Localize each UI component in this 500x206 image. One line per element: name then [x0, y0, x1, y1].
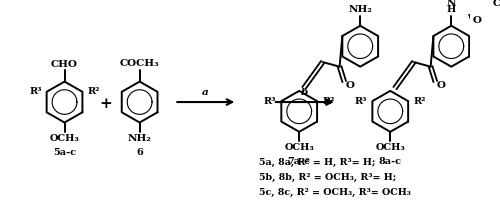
Text: R³: R³	[355, 97, 368, 106]
Text: NH₂: NH₂	[128, 134, 152, 143]
Text: 6: 6	[136, 148, 143, 157]
Text: OCH₃: OCH₃	[284, 143, 314, 152]
Text: 5a, 8a, R² = H, R³= H;: 5a, 8a, R² = H, R³= H;	[259, 158, 375, 167]
Text: NH₂: NH₂	[348, 5, 372, 14]
Text: R³: R³	[264, 97, 276, 106]
Text: 7a-c: 7a-c	[288, 157, 310, 166]
Text: OCH₃: OCH₃	[376, 143, 405, 152]
Text: COCH₃: COCH₃	[120, 59, 160, 68]
Text: CHO: CHO	[51, 60, 78, 69]
Text: 8a-c: 8a-c	[379, 157, 402, 166]
Text: O: O	[473, 16, 482, 25]
Text: a: a	[202, 88, 208, 97]
Text: R³: R³	[29, 87, 42, 96]
Text: R²: R²	[88, 87, 100, 96]
Text: O: O	[436, 81, 446, 90]
Text: H: H	[446, 5, 456, 14]
Text: R²: R²	[413, 97, 426, 106]
Text: b: b	[301, 88, 308, 97]
Text: N: N	[446, 0, 456, 8]
Text: 5a-c: 5a-c	[53, 148, 76, 157]
Text: 5b, 8b, R² = OCH₃, R³= H;: 5b, 8b, R² = OCH₃, R³= H;	[259, 173, 396, 182]
Text: OCH₃: OCH₃	[50, 134, 80, 143]
Text: R²: R²	[322, 97, 334, 106]
Text: +: +	[100, 97, 112, 111]
Text: Cl: Cl	[492, 0, 500, 8]
Text: 5c, 8c, R² = OCH₃, R³= OCH₃: 5c, 8c, R² = OCH₃, R³= OCH₃	[259, 188, 410, 197]
Text: O: O	[346, 81, 354, 90]
